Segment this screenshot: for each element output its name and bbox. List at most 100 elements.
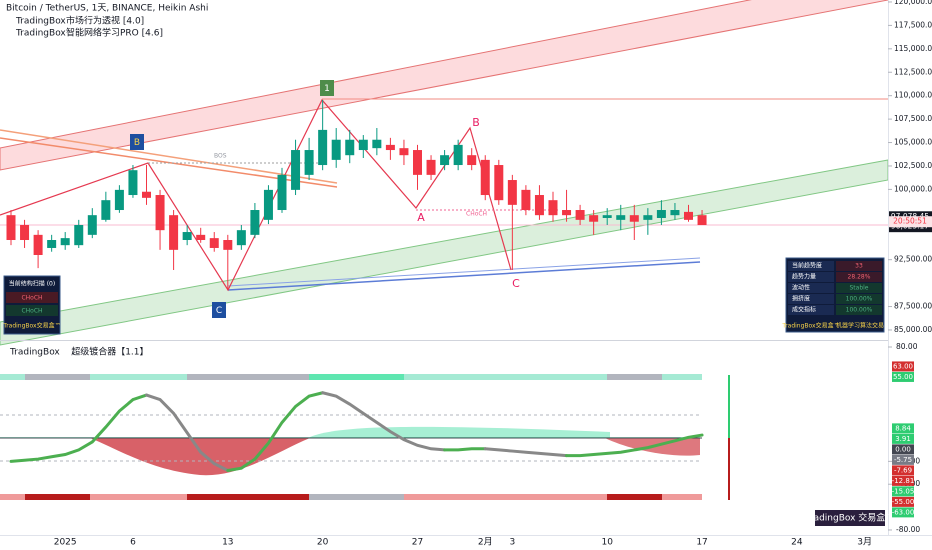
y-tick-label: 105,000.00: [894, 138, 932, 147]
table-cell: [836, 261, 882, 271]
candle-body: [521, 189, 531, 211]
table-cell: 成交指标: [792, 306, 816, 314]
value-tag-label: -12.81: [892, 477, 915, 485]
candle-body: [6, 215, 16, 241]
candle-body: [426, 159, 436, 175]
candle-body: [209, 238, 219, 248]
value-tag: [892, 371, 914, 382]
value-tag: [892, 433, 914, 444]
fill-area: [90, 438, 310, 476]
value-tag: [892, 444, 914, 455]
chart-title: Bitcoin / TetherUS, 1天, BINANCE, Heikin …: [6, 4, 208, 14]
oscillator-line: [443, 447, 487, 452]
candle-body: [33, 234, 43, 255]
candles: [6, 99, 707, 291]
info-rows: 当前趋势度 33 趋势力量 28.28% 波动性 Stable 拥挤度 100.00% 成交指标…: [788, 261, 882, 315]
badge-text: TradingBox 交易盒™: [805, 512, 895, 524]
table-cell: [788, 261, 834, 271]
candle-body: [684, 211, 693, 220]
badge: [815, 510, 885, 526]
x-tick-label: 20: [317, 538, 329, 548]
value-tag: [892, 361, 914, 372]
candle-body: [467, 155, 477, 166]
value-tag-label: -15.05: [892, 487, 915, 495]
candle-body: [629, 215, 639, 222]
candle-body: [47, 240, 57, 248]
red-channel: [0, 0, 889, 171]
table-cell: 拥挤度: [792, 295, 810, 303]
candle-body: [101, 200, 111, 220]
candle-body: [74, 225, 84, 246]
candle-body: [534, 195, 544, 216]
band: [90, 494, 187, 500]
band: [607, 374, 662, 380]
band: [90, 374, 187, 380]
candle-body: [602, 215, 612, 218]
value-tag: [892, 486, 914, 497]
oscillator-line: [565, 433, 704, 458]
band: [25, 374, 90, 380]
value-tag: [892, 423, 914, 434]
band: [607, 494, 662, 500]
table-cell: [836, 283, 882, 293]
table-cell: [6, 292, 58, 303]
candle-body: [60, 238, 70, 246]
candle-body: [372, 139, 382, 149]
candle-body: [480, 159, 490, 196]
candle-body: [142, 191, 151, 198]
value-tag: [892, 475, 914, 486]
candle-body: [128, 170, 138, 196]
indicator-name: 智能网络学习PRO [4.6]: [66, 27, 163, 39]
table-cell: [788, 305, 834, 315]
candle-body: [223, 240, 233, 250]
indicator-name: TradingBox: [15, 17, 66, 27]
value-tag: [892, 454, 914, 465]
countdown-box: [889, 216, 932, 228]
band: [187, 374, 309, 380]
table-cell: CHoCH: [21, 295, 42, 302]
band: [662, 494, 702, 500]
candle-body: [196, 234, 206, 241]
candle-body: [589, 215, 599, 222]
label-box: [130, 134, 144, 150]
label-box: [320, 80, 334, 96]
x-tick-label: 6: [130, 538, 136, 548]
band: [309, 374, 404, 380]
y-tick-label: 112,500.00: [894, 67, 932, 76]
x-tick-label: 3: [509, 538, 515, 548]
y-tick-label: 92,500.00: [894, 255, 932, 264]
annotation: CHoCH: [466, 211, 487, 218]
candle-body: [358, 139, 368, 151]
band: [309, 494, 404, 500]
pane-title: TradingBox 超级镀合器【1.1】: [9, 346, 149, 358]
oscillator-line: [483, 447, 569, 458]
table-cell: [6, 305, 58, 316]
blue-trendline: [227, 261, 701, 291]
candle-body: [548, 200, 558, 216]
value-tag-label: -55.00: [892, 498, 915, 506]
candle-body: [250, 210, 260, 235]
candle-body: [291, 150, 301, 190]
candle-body: [413, 150, 422, 175]
band: [404, 494, 607, 500]
orange-trendline: [0, 129, 338, 184]
candle-body: [236, 230, 246, 246]
candle-body: [87, 215, 97, 235]
oscillator: [9, 391, 704, 473]
annotation: C: [216, 306, 222, 316]
candle-body: [507, 180, 517, 205]
table-cell: 100.00%: [846, 296, 873, 303]
candle-body: [399, 148, 409, 156]
countdown: 20:50:51: [893, 217, 927, 226]
candle-body: [169, 215, 179, 250]
candle-body: [697, 215, 707, 226]
candle-body: [318, 129, 328, 166]
y-tick-label: 117,500.00: [894, 20, 932, 29]
table-cell: 33: [855, 263, 863, 270]
value-tag: [892, 507, 914, 518]
table-cell: Stable: [849, 285, 868, 292]
y-tick-label: 87,500.00: [894, 302, 932, 311]
band: [0, 494, 25, 500]
value-tag-label: -5.75: [894, 456, 912, 464]
